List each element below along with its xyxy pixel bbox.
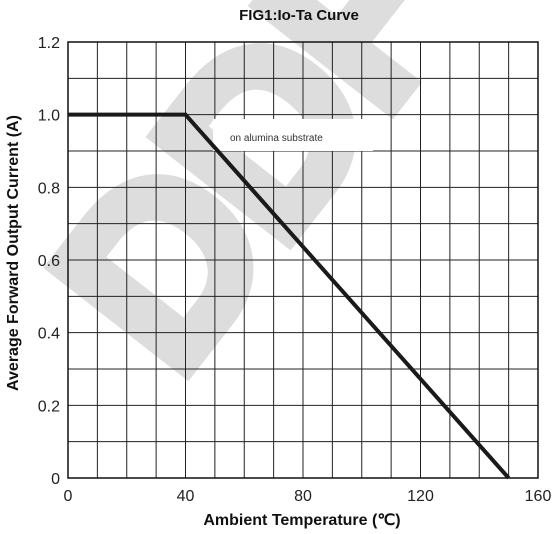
- annotation-box: [213, 119, 373, 151]
- y-tick-label: 0.2: [38, 398, 60, 415]
- y-tick-label: 0: [51, 471, 60, 488]
- x-tick-label: 0: [64, 488, 73, 505]
- x-tick-label: 40: [177, 488, 195, 505]
- y-axis-label: Average Forward Output Current (A): [5, 115, 22, 391]
- y-tick-label: 1.0: [38, 108, 60, 125]
- x-axis-label: Ambient Temperature (℃): [203, 512, 400, 529]
- annotation-on-alumina-substrate: on alumina substrate: [230, 133, 323, 144]
- y-tick-label: 1.2: [38, 35, 60, 52]
- plot-border: [67, 41, 539, 479]
- y-tick-label: 0.8: [38, 180, 60, 197]
- grid: [68, 42, 538, 478]
- plot-frame: [67, 41, 539, 479]
- series-line-0: [68, 112, 511, 480]
- y-tick-label: 0.4: [38, 326, 60, 343]
- x-tick-label: 160: [525, 488, 552, 505]
- x-tick-labels: 0 40 80 120 160: [64, 488, 552, 505]
- x-tick-label: 80: [294, 488, 312, 505]
- chart-title: FIG1:Io-Ta Curve: [239, 7, 359, 24]
- y-tick-labels: 0 0.2 0.4 0.6 0.8 1.0 1.2: [38, 35, 60, 488]
- x-tick-label: 120: [407, 488, 434, 505]
- y-tick-label: 0.6: [38, 253, 60, 270]
- series-layer: [68, 112, 511, 480]
- watermark: DDF: [11, 0, 505, 408]
